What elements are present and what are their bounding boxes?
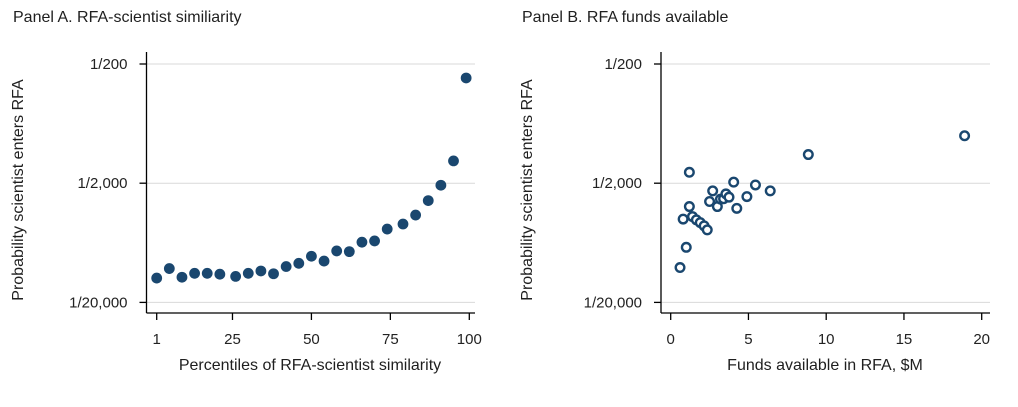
panel-b-data-point: [683, 201, 695, 213]
panel-b-data-point: [674, 262, 686, 274]
panel-a-y-tick-label: 1/20,000: [69, 294, 127, 311]
panel-a-data-point: [255, 265, 267, 277]
panel-a-y-tick-label: 1/2,000: [77, 175, 127, 192]
panel-b-x-tick-label: 10: [818, 331, 835, 348]
panel-b-x-axis-label: Funds available in RFA, $M: [727, 357, 923, 374]
panel-a-data-point: [176, 271, 188, 283]
panel-b-data-point: [701, 224, 713, 236]
panel-a-data-point: [318, 255, 330, 267]
panel-b-data-point: [680, 241, 692, 253]
panel-b-data-point: [677, 213, 689, 225]
panel-b-data-point: [731, 202, 743, 214]
panel-b-x-tick-label: 0: [667, 331, 675, 348]
panel-b-data-point: [728, 176, 740, 188]
panel-b-y-tick-label: 1/200: [604, 56, 642, 73]
panel-a-data-point: [230, 270, 242, 282]
panel-a-x-tick-label: 1: [153, 331, 161, 348]
panel-a-data-point: [381, 223, 393, 235]
panel-a-data-point: [280, 261, 292, 272]
panel-a-data-point: [397, 218, 409, 230]
panel-b-data-point: [683, 166, 695, 178]
panel-a-data-point: [343, 246, 355, 258]
panel-a-data-point: [422, 195, 434, 207]
panel-a-data-point: [201, 267, 213, 279]
panel-a-data-point: [306, 250, 317, 262]
panel-a-data-point: [356, 236, 368, 248]
panel-b-title: Panel B. RFA funds available: [522, 9, 729, 26]
panel-a-data-point: [242, 267, 254, 279]
panel-b-y-tick-label: 1/20,000: [584, 294, 642, 311]
panel-b-data-point: [723, 191, 735, 203]
panel-b-data-point: [764, 185, 776, 197]
panel-a-title: Panel A. RFA-scientist similiarity: [13, 9, 242, 26]
panel-a-data-point: [435, 179, 447, 191]
panel-b-data-point: [704, 196, 716, 208]
panel-a-data-point: [163, 263, 175, 274]
panel-a-data-point: [410, 209, 422, 221]
panel-b-x-tick-label: 5: [744, 331, 752, 348]
panel-a-x-tick-label: 50: [303, 331, 320, 348]
panel-a-data-point: [448, 155, 459, 167]
panel-b-data-point: [959, 130, 971, 142]
panel-a-data-point: [189, 267, 200, 279]
panel-b-x-tick-label: 20: [973, 331, 990, 348]
panel-b-data-point: [749, 179, 761, 191]
panel-a-data-point: [460, 72, 472, 84]
panel-b-data-point: [741, 191, 753, 203]
panel-a-data-point: [151, 272, 163, 284]
panel-a-data-point: [268, 268, 279, 280]
panel-a-y-tick-label: 1/200: [90, 56, 128, 73]
panel-b-x-tick-label: 15: [896, 331, 913, 348]
panel-a-x-axis-label: Percentiles of RFA-scientist similarity: [178, 357, 442, 374]
panel-a-x-tick-label: 100: [457, 331, 482, 348]
panel-a-x-tick-label: 75: [382, 331, 399, 348]
panel-a-data-point: [331, 245, 343, 257]
panel-b-data-point: [707, 185, 719, 197]
panel-a-data-point: [369, 235, 380, 247]
panel-b-y-tick-label: 1/2,000: [592, 175, 642, 192]
panel-a-data-point: [214, 268, 226, 280]
panel-a-data-point: [293, 257, 305, 269]
panel-b-data-point: [802, 149, 814, 161]
panel-a-x-tick-label: 25: [224, 331, 241, 348]
